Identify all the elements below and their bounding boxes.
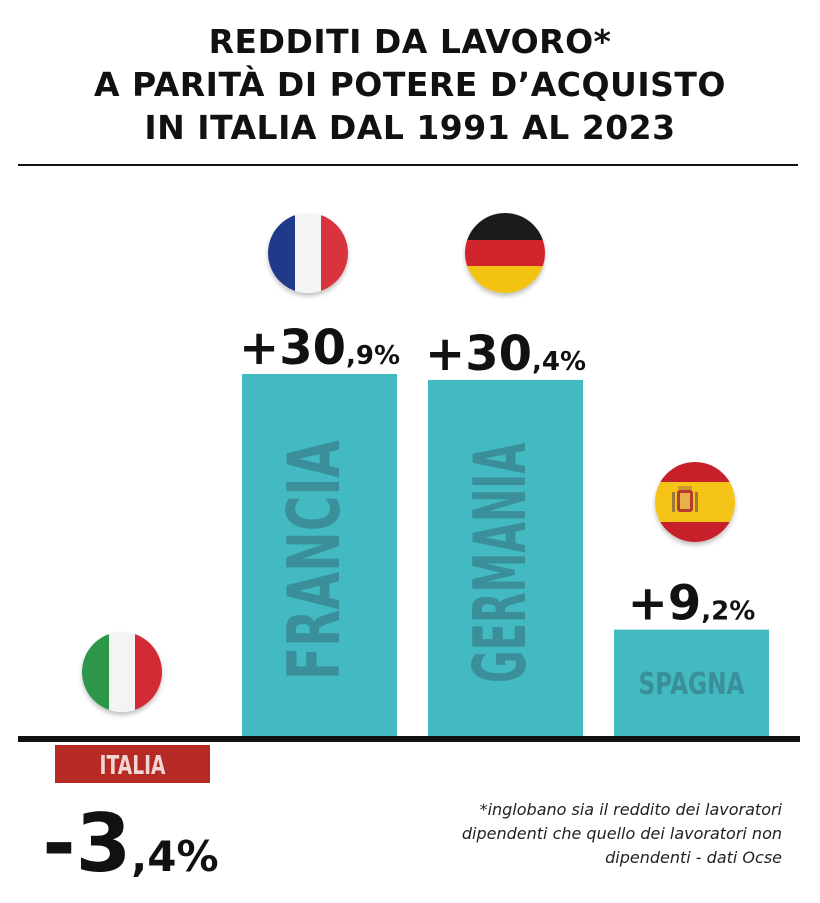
bar-value-label: -3,4% xyxy=(42,797,218,890)
italy-flag-icon xyxy=(82,632,162,712)
germany-flag-icon xyxy=(465,213,545,293)
title-divider xyxy=(18,164,798,166)
bar-value-label: +9,2% xyxy=(628,576,756,632)
title-line-2: A PARITÀ DI POTERE D’ACQUISTO xyxy=(94,65,726,104)
france-flag-icon xyxy=(268,213,348,293)
zero-axis-line xyxy=(18,736,800,742)
title-line-1: REDDITI DA LAVORO* xyxy=(208,22,612,61)
bar-category-label: ITALIA xyxy=(100,751,166,781)
footnote: *inglobano sia il reddito dei lavoratori… xyxy=(352,798,782,870)
bar-spagna xyxy=(614,629,769,738)
spain-flag-icon xyxy=(655,462,735,542)
chart-title: REDDITI DA LAVORO* A PARITÀ DI POTERE D’… xyxy=(0,20,820,149)
bar-francia xyxy=(242,374,397,738)
footnote-line-2: dipendenti che quello dei lavoratori non xyxy=(461,824,782,843)
bar-category-label: FRANCIA xyxy=(272,440,356,680)
bar-value-label: +30,9% xyxy=(239,320,400,376)
footnote-line-3: dipendenti - dati Ocse xyxy=(605,848,782,867)
bar-category-label: GERMANIA xyxy=(458,443,542,683)
bar-germania xyxy=(428,379,583,738)
bar-category-label: SPAGNA xyxy=(639,667,746,702)
bar-value-label: +30,4% xyxy=(425,326,586,382)
footnote-line-1: *inglobano sia il reddito dei lavoratori xyxy=(479,800,782,819)
bar-italia xyxy=(55,745,210,783)
title-line-3: IN ITALIA DAL 1991 AL 2023 xyxy=(144,108,676,147)
